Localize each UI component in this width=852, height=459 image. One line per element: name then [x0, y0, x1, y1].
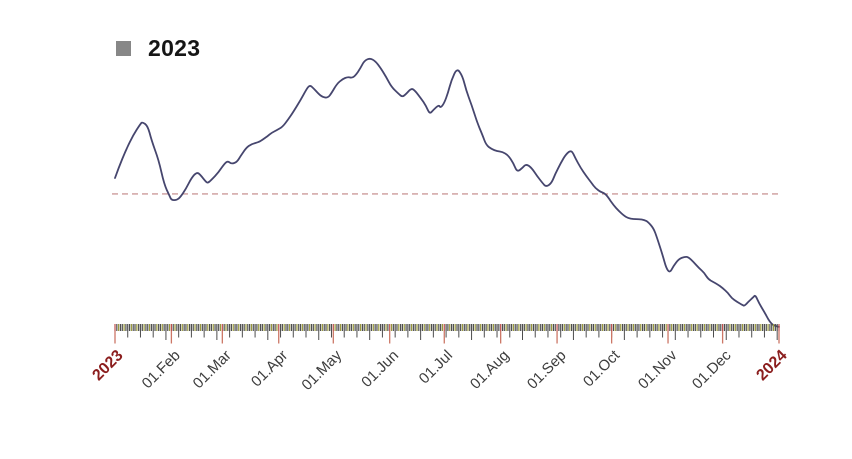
series-line-2023: [114, 57, 780, 328]
legend-swatch-icon: [116, 41, 131, 56]
legend-label: 2023: [148, 35, 201, 61]
axis-tick-marks: [114, 331, 780, 344]
legend-item-2023[interactable]: 2023: [116, 35, 200, 62]
axis-daily-stripes: [114, 324, 780, 331]
